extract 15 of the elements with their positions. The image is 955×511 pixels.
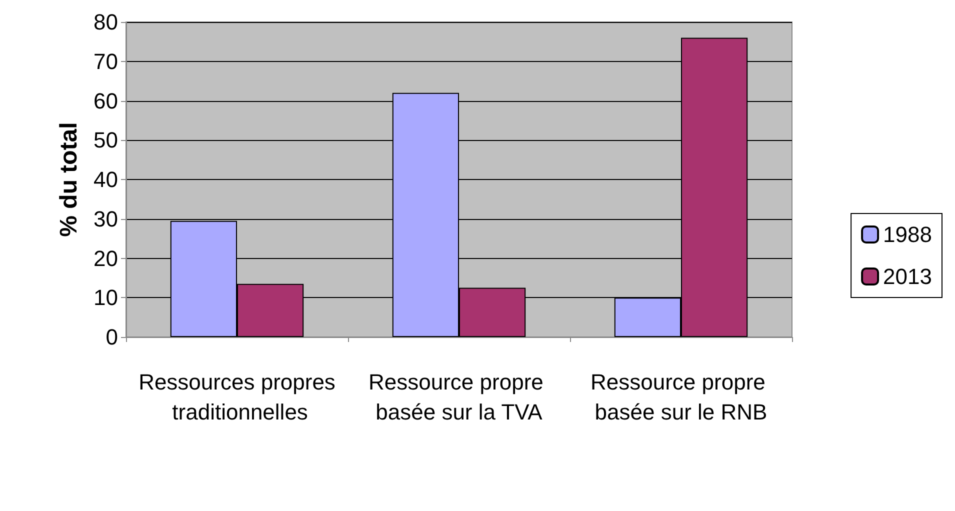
x-tick-label: Ressources propres traditionnelles bbox=[138, 370, 336, 424]
y-tick-label: 20 bbox=[94, 246, 118, 271]
y-axis-title: % du total bbox=[56, 122, 82, 237]
x-tick-label: Ressource propre basée sur le RNB bbox=[590, 370, 772, 424]
legend-label: 2013 bbox=[883, 264, 932, 289]
legend-label: 1988 bbox=[883, 222, 932, 247]
y-tick-label: 70 bbox=[94, 48, 118, 74]
y-tick-label: 0 bbox=[106, 324, 118, 350]
y-tick-label: 10 bbox=[94, 285, 118, 310]
y-tick-label: 40 bbox=[94, 167, 118, 192]
y-tick-label: 60 bbox=[94, 88, 118, 114]
y-tick-label: 80 bbox=[94, 10, 118, 34]
y-tick-label: 50 bbox=[94, 128, 118, 153]
x-tick-label: Ressource propre basée sur la TVA bbox=[368, 370, 550, 424]
y-tick-label: 30 bbox=[94, 206, 118, 232]
